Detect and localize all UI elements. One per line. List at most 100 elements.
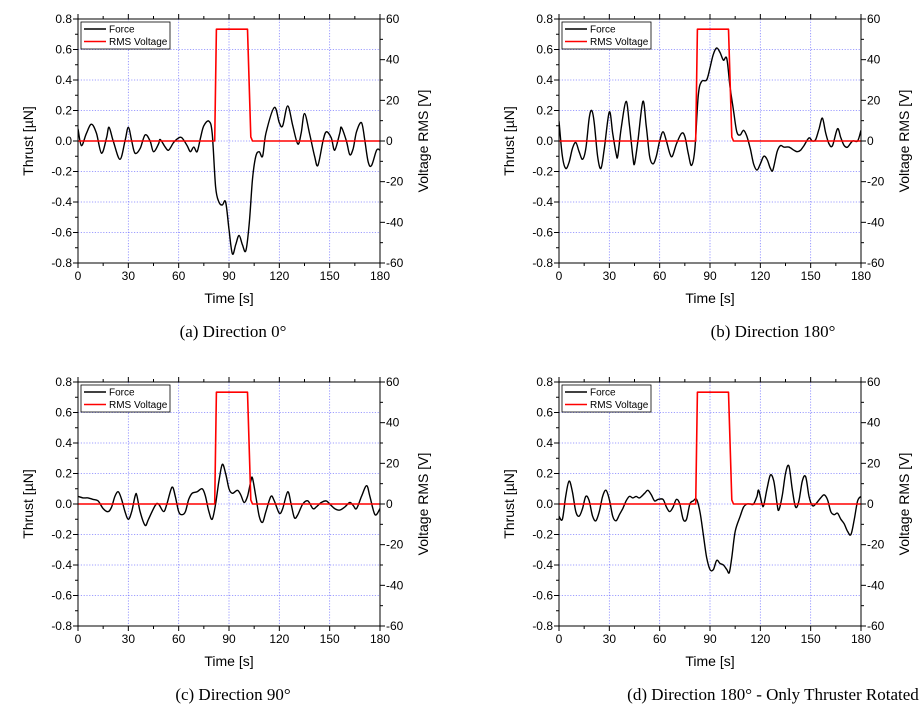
- y2-axis-label: Voltage RMS [V]: [415, 453, 431, 556]
- voltage-series-line: [559, 28, 861, 142]
- x-tick-label: 60: [172, 632, 186, 646]
- y-tick-label: 0.0: [536, 134, 553, 148]
- y2-tick-label: -40: [386, 578, 404, 592]
- x-tick-label: 150: [801, 269, 821, 283]
- y2-tick-label: -40: [867, 578, 885, 592]
- legend-label: Force: [590, 25, 616, 36]
- y-axis-label: Thrust [µN]: [20, 106, 36, 176]
- y-tick-label: 0.4: [55, 73, 72, 87]
- x-tick-label: 120: [269, 632, 289, 646]
- y-tick-label: -0.2: [532, 528, 553, 542]
- voltage-series-line: [78, 28, 380, 142]
- y2-tick-label: -60: [867, 256, 885, 270]
- y-tick-label: -0.4: [532, 195, 553, 209]
- x-tick-label: 120: [750, 269, 770, 283]
- x-axis-label: Time [s]: [204, 290, 253, 306]
- legend-label: RMS Voltage: [590, 400, 649, 411]
- y2-tick-label: 0: [867, 497, 874, 511]
- x-axis-label: Time [s]: [685, 290, 734, 306]
- legend-box: [561, 384, 652, 413]
- y-tick-label: -0.4: [532, 558, 553, 572]
- x-tick-label: 180: [370, 632, 390, 646]
- y2-tick-label: -20: [386, 175, 404, 189]
- x-tick-label: 180: [370, 269, 390, 283]
- y2-tick-label: 60: [867, 375, 881, 389]
- y-axis-label: Thrust [µN]: [501, 469, 517, 539]
- y2-tick-label: 0: [386, 134, 393, 148]
- x-tick-label: 150: [320, 632, 340, 646]
- y2-tick-label: 0: [386, 497, 393, 511]
- x-tick-label: 120: [269, 269, 289, 283]
- y2-tick-label: -60: [386, 256, 404, 270]
- y-tick-label: 0.0: [55, 497, 72, 511]
- legend-label: RMS Voltage: [109, 400, 168, 411]
- subfigure-caption: (d) Direction 180° - Only Thruster Rotat…: [627, 685, 919, 704]
- chart-panel: 0 30 60 90 120 150 180 -0.8 -0.6 -0.4 -0.2 0.0 0.2 0.…: [501, 12, 912, 341]
- y-tick-label: 0.0: [55, 134, 72, 148]
- x-tick-label: 60: [172, 269, 186, 283]
- x-tick-label: 180: [851, 269, 871, 283]
- legend-label: Force: [590, 388, 616, 399]
- y-tick-label: 0.2: [536, 104, 553, 118]
- legend-box: [80, 21, 171, 50]
- subfigure-caption: (b) Direction 180°: [711, 322, 836, 341]
- plot-frame: [558, 18, 862, 264]
- voltage-series-line: [78, 391, 380, 505]
- y-axis-label: Thrust [µN]: [20, 469, 36, 539]
- y2-axis-label: Voltage RMS [V]: [415, 90, 431, 193]
- plot-frame: [77, 18, 381, 264]
- y-tick-label: 0.8: [55, 375, 72, 389]
- subfigure-caption: (c) Direction 90°: [175, 685, 290, 704]
- force-series-line: [78, 463, 380, 527]
- y2-tick-label: 20: [386, 456, 400, 470]
- y-tick-label: 0.4: [536, 436, 553, 450]
- subfigure-caption: (a) Direction 0°: [180, 322, 287, 341]
- y2-tick-label: -40: [386, 215, 404, 229]
- force-series-line: [559, 464, 861, 574]
- x-tick-label: 60: [653, 632, 667, 646]
- x-tick-label: 0: [75, 269, 82, 283]
- y2-tick-label: 40: [386, 53, 400, 67]
- y-tick-label: -0.4: [51, 558, 72, 572]
- y2-tick-label: -60: [867, 619, 885, 633]
- chart-panel: 0 30 60 90 120 150 180 -0.8 -0.6 -0.4 -0.2 0.0 0.2 0.…: [501, 375, 919, 704]
- x-tick-label: 0: [75, 632, 82, 646]
- x-tick-label: 90: [222, 632, 236, 646]
- y2-tick-label: 60: [867, 12, 881, 26]
- y-axis-label: Thrust [µN]: [501, 106, 517, 176]
- y2-tick-label: 20: [386, 93, 400, 107]
- y-tick-label: -0.6: [51, 589, 72, 603]
- y-tick-label: -0.4: [51, 195, 72, 209]
- legend-label: RMS Voltage: [590, 37, 649, 48]
- y2-tick-label: 60: [386, 12, 400, 26]
- force-series-line: [559, 47, 861, 172]
- x-tick-label: 30: [122, 269, 136, 283]
- x-tick-label: 150: [801, 632, 821, 646]
- y-tick-label: -0.6: [51, 226, 72, 240]
- y2-tick-label: -40: [867, 215, 885, 229]
- y-tick-label: -0.8: [532, 256, 553, 270]
- y-tick-label: -0.2: [532, 165, 553, 179]
- x-axis-label: Time [s]: [685, 653, 734, 669]
- y-tick-label: -0.8: [532, 619, 553, 633]
- y2-tick-label: 40: [386, 416, 400, 430]
- x-tick-label: 90: [703, 632, 717, 646]
- y-tick-label: 0.4: [536, 73, 553, 87]
- y-tick-label: -0.2: [51, 528, 72, 542]
- voltage-series-line: [559, 391, 861, 505]
- x-tick-label: 90: [222, 269, 236, 283]
- y-tick-label: -0.8: [51, 619, 72, 633]
- y2-tick-label: -20: [867, 175, 885, 189]
- y-tick-label: 0.6: [536, 43, 553, 57]
- legend-label: RMS Voltage: [109, 37, 168, 48]
- x-tick-label: 60: [653, 269, 667, 283]
- y-tick-label: -0.6: [532, 589, 553, 603]
- y-tick-label: -0.2: [51, 165, 72, 179]
- x-tick-label: 30: [603, 269, 617, 283]
- y2-tick-label: -60: [386, 619, 404, 633]
- chart-panel: 0 30 60 90 120 150 180 -0.8 -0.6 -0.4 -0.2 0.0 0.2 0.…: [20, 12, 431, 341]
- x-tick-label: 30: [603, 632, 617, 646]
- legend-box: [561, 21, 652, 50]
- y-tick-label: 0.8: [536, 375, 553, 389]
